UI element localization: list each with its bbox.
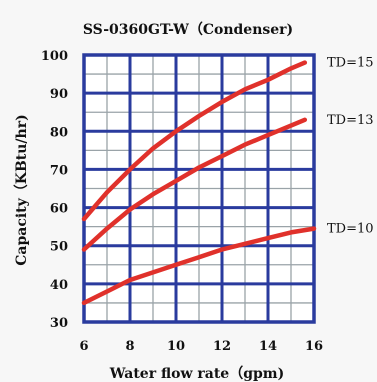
y-tick-label: 30 [50,316,68,331]
y-tick-label: 100 [41,49,68,64]
y-tick-label: 90 [50,87,68,102]
x-tick-label: 14 [259,339,277,354]
plot-frame [82,53,316,324]
x-tick-label: 10 [167,339,185,354]
x-tick-label: 16 [305,339,323,354]
y-tick-label: 70 [50,163,68,178]
y-tick-label: 80 [50,125,68,140]
x-axis-label: Water flow rate（gpm) [109,366,284,382]
y-tick-label: 60 [50,202,68,217]
series-labels: TD=15 TD=13 TD=10 [327,56,374,237]
series-layer [81,60,317,306]
series-line-1 [81,60,308,222]
series-label-3: TD=10 [327,222,374,237]
series-label-2: TD=13 [327,113,374,128]
minor-grid [84,55,314,322]
x-tick-label: 12 [213,339,231,354]
y-tick-labels: 30 40 50 60 70 80 90 100 [41,49,68,331]
x-tick-labels: 6 8 10 12 14 16 [79,339,323,354]
y-tick-label: 50 [50,240,68,255]
chart-title: SS-0360GT-W（Condenser) [83,22,293,38]
x-tick-label: 8 [125,339,134,354]
series-line-3 [81,226,317,306]
series-label-1: TD=15 [327,56,374,71]
y-tick-label: 40 [50,278,68,293]
series-line-2 [81,117,308,252]
y-axis-label: Capacity（KBtu/hr) [14,114,30,265]
x-tick-label: 6 [79,339,88,354]
